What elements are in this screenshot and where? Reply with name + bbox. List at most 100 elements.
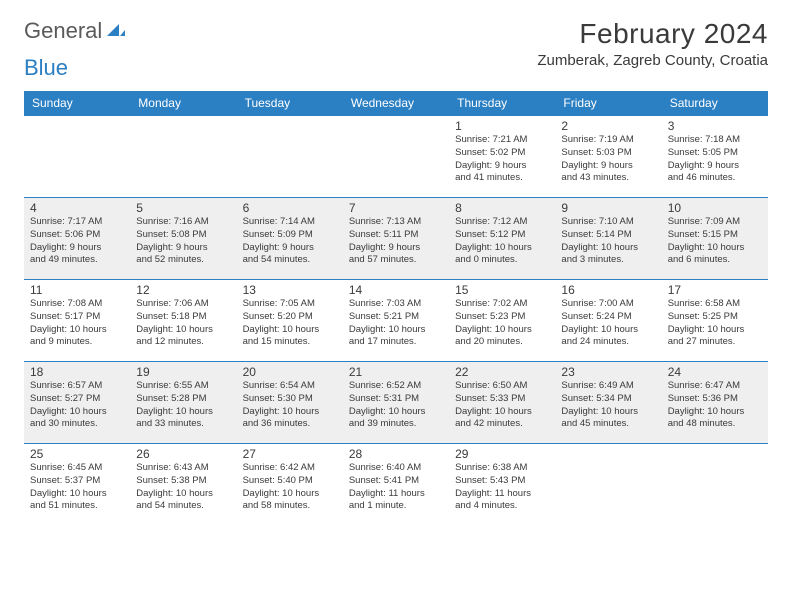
day-number: 15 bbox=[455, 283, 549, 297]
daylight-line1: Daylight: 10 hours bbox=[349, 406, 443, 419]
daylight-line1: Daylight: 10 hours bbox=[30, 488, 124, 501]
day-cell: 19Sunrise: 6:55 AMSunset: 5:28 PMDayligh… bbox=[130, 362, 236, 444]
sunset-line: Sunset: 5:28 PM bbox=[136, 393, 230, 406]
day-cell: 24Sunrise: 6:47 AMSunset: 5:36 PMDayligh… bbox=[662, 362, 768, 444]
daylight-line1: Daylight: 10 hours bbox=[243, 488, 337, 501]
sunset-line: Sunset: 5:17 PM bbox=[30, 311, 124, 324]
daylight-line1: Daylight: 10 hours bbox=[136, 488, 230, 501]
day-details: Sunrise: 7:09 AMSunset: 5:15 PMDaylight:… bbox=[668, 216, 762, 267]
sunrise-line: Sunrise: 6:58 AM bbox=[668, 298, 762, 311]
week-row: 25Sunrise: 6:45 AMSunset: 5:37 PMDayligh… bbox=[24, 444, 768, 526]
sunrise-line: Sunrise: 6:57 AM bbox=[30, 380, 124, 393]
sunrise-line: Sunrise: 7:06 AM bbox=[136, 298, 230, 311]
day-cell: 27Sunrise: 6:42 AMSunset: 5:40 PMDayligh… bbox=[237, 444, 343, 526]
day-details: Sunrise: 6:49 AMSunset: 5:34 PMDaylight:… bbox=[561, 380, 655, 431]
daylight-line2: and 9 minutes. bbox=[30, 336, 124, 349]
daylight-line1: Daylight: 10 hours bbox=[455, 242, 549, 255]
day-details: Sunrise: 6:43 AMSunset: 5:38 PMDaylight:… bbox=[136, 462, 230, 513]
sunrise-line: Sunrise: 6:47 AM bbox=[668, 380, 762, 393]
daylight-line2: and 58 minutes. bbox=[243, 500, 337, 513]
logo-word1: General bbox=[24, 18, 102, 44]
sunrise-line: Sunrise: 7:00 AM bbox=[561, 298, 655, 311]
day-header: Wednesday bbox=[343, 91, 449, 116]
sunrise-line: Sunrise: 7:16 AM bbox=[136, 216, 230, 229]
day-details: Sunrise: 6:54 AMSunset: 5:30 PMDaylight:… bbox=[243, 380, 337, 431]
sunset-line: Sunset: 5:24 PM bbox=[561, 311, 655, 324]
sunset-line: Sunset: 5:08 PM bbox=[136, 229, 230, 242]
day-details: Sunrise: 7:10 AMSunset: 5:14 PMDaylight:… bbox=[561, 216, 655, 267]
day-header: Sunday bbox=[24, 91, 130, 116]
daylight-line1: Daylight: 10 hours bbox=[455, 406, 549, 419]
daylight-line2: and 41 minutes. bbox=[455, 172, 549, 185]
daylight-line2: and 54 minutes. bbox=[243, 254, 337, 267]
daylight-line1: Daylight: 9 hours bbox=[30, 242, 124, 255]
sunset-line: Sunset: 5:15 PM bbox=[668, 229, 762, 242]
location-subtitle: Zumberak, Zagreb County, Croatia bbox=[537, 52, 768, 69]
sunrise-line: Sunrise: 6:43 AM bbox=[136, 462, 230, 475]
day-cell: 14Sunrise: 7:03 AMSunset: 5:21 PMDayligh… bbox=[343, 280, 449, 362]
daylight-line1: Daylight: 9 hours bbox=[561, 160, 655, 173]
logo-word2: Blue bbox=[24, 55, 68, 81]
daylight-line2: and 20 minutes. bbox=[455, 336, 549, 349]
day-cell: 28Sunrise: 6:40 AMSunset: 5:41 PMDayligh… bbox=[343, 444, 449, 526]
day-cell: 5Sunrise: 7:16 AMSunset: 5:08 PMDaylight… bbox=[130, 198, 236, 280]
daylight-line1: Daylight: 10 hours bbox=[455, 324, 549, 337]
day-number: 11 bbox=[30, 283, 124, 297]
week-row: 4Sunrise: 7:17 AMSunset: 5:06 PMDaylight… bbox=[24, 198, 768, 280]
daylight-line1: Daylight: 10 hours bbox=[30, 406, 124, 419]
empty-cell bbox=[237, 116, 343, 198]
day-details: Sunrise: 7:16 AMSunset: 5:08 PMDaylight:… bbox=[136, 216, 230, 267]
day-number: 1 bbox=[455, 119, 549, 133]
day-details: Sunrise: 6:38 AMSunset: 5:43 PMDaylight:… bbox=[455, 462, 549, 513]
sunrise-line: Sunrise: 6:50 AM bbox=[455, 380, 549, 393]
daylight-line2: and 54 minutes. bbox=[136, 500, 230, 513]
sunrise-line: Sunrise: 7:21 AM bbox=[455, 134, 549, 147]
sunset-line: Sunset: 5:36 PM bbox=[668, 393, 762, 406]
daylight-line2: and 57 minutes. bbox=[349, 254, 443, 267]
day-number: 8 bbox=[455, 201, 549, 215]
day-cell: 6Sunrise: 7:14 AMSunset: 5:09 PMDaylight… bbox=[237, 198, 343, 280]
sunset-line: Sunset: 5:06 PM bbox=[30, 229, 124, 242]
sunrise-line: Sunrise: 6:55 AM bbox=[136, 380, 230, 393]
sunset-line: Sunset: 5:38 PM bbox=[136, 475, 230, 488]
day-number: 2 bbox=[561, 119, 655, 133]
day-number: 27 bbox=[243, 447, 337, 461]
day-details: Sunrise: 7:14 AMSunset: 5:09 PMDaylight:… bbox=[243, 216, 337, 267]
day-details: Sunrise: 7:00 AMSunset: 5:24 PMDaylight:… bbox=[561, 298, 655, 349]
daylight-line2: and 4 minutes. bbox=[455, 500, 549, 513]
day-cell: 26Sunrise: 6:43 AMSunset: 5:38 PMDayligh… bbox=[130, 444, 236, 526]
day-details: Sunrise: 7:03 AMSunset: 5:21 PMDaylight:… bbox=[349, 298, 443, 349]
day-details: Sunrise: 7:13 AMSunset: 5:11 PMDaylight:… bbox=[349, 216, 443, 267]
daylight-line2: and 24 minutes. bbox=[561, 336, 655, 349]
day-number: 21 bbox=[349, 365, 443, 379]
daylight-line2: and 27 minutes. bbox=[668, 336, 762, 349]
daylight-line1: Daylight: 10 hours bbox=[243, 324, 337, 337]
daylight-line1: Daylight: 10 hours bbox=[561, 242, 655, 255]
day-details: Sunrise: 6:52 AMSunset: 5:31 PMDaylight:… bbox=[349, 380, 443, 431]
daylight-line1: Daylight: 10 hours bbox=[668, 406, 762, 419]
day-number: 22 bbox=[455, 365, 549, 379]
day-cell: 22Sunrise: 6:50 AMSunset: 5:33 PMDayligh… bbox=[449, 362, 555, 444]
daylight-line2: and 42 minutes. bbox=[455, 418, 549, 431]
day-number: 4 bbox=[30, 201, 124, 215]
day-cell: 20Sunrise: 6:54 AMSunset: 5:30 PMDayligh… bbox=[237, 362, 343, 444]
sunrise-line: Sunrise: 7:12 AM bbox=[455, 216, 549, 229]
day-header: Friday bbox=[555, 91, 661, 116]
day-number: 9 bbox=[561, 201, 655, 215]
title-block: February 2024 Zumberak, Zagreb County, C… bbox=[537, 18, 768, 69]
day-cell: 21Sunrise: 6:52 AMSunset: 5:31 PMDayligh… bbox=[343, 362, 449, 444]
sunset-line: Sunset: 5:40 PM bbox=[243, 475, 337, 488]
day-header-row: Sunday Monday Tuesday Wednesday Thursday… bbox=[24, 91, 768, 116]
sunset-line: Sunset: 5:25 PM bbox=[668, 311, 762, 324]
daylight-line1: Daylight: 9 hours bbox=[455, 160, 549, 173]
daylight-line2: and 30 minutes. bbox=[30, 418, 124, 431]
day-cell: 16Sunrise: 7:00 AMSunset: 5:24 PMDayligh… bbox=[555, 280, 661, 362]
sunrise-line: Sunrise: 6:54 AM bbox=[243, 380, 337, 393]
day-details: Sunrise: 7:18 AMSunset: 5:05 PMDaylight:… bbox=[668, 134, 762, 185]
sunset-line: Sunset: 5:05 PM bbox=[668, 147, 762, 160]
daylight-line2: and 1 minute. bbox=[349, 500, 443, 513]
day-cell: 29Sunrise: 6:38 AMSunset: 5:43 PMDayligh… bbox=[449, 444, 555, 526]
daylight-line2: and 39 minutes. bbox=[349, 418, 443, 431]
empty-cell bbox=[555, 444, 661, 526]
sunset-line: Sunset: 5:31 PM bbox=[349, 393, 443, 406]
